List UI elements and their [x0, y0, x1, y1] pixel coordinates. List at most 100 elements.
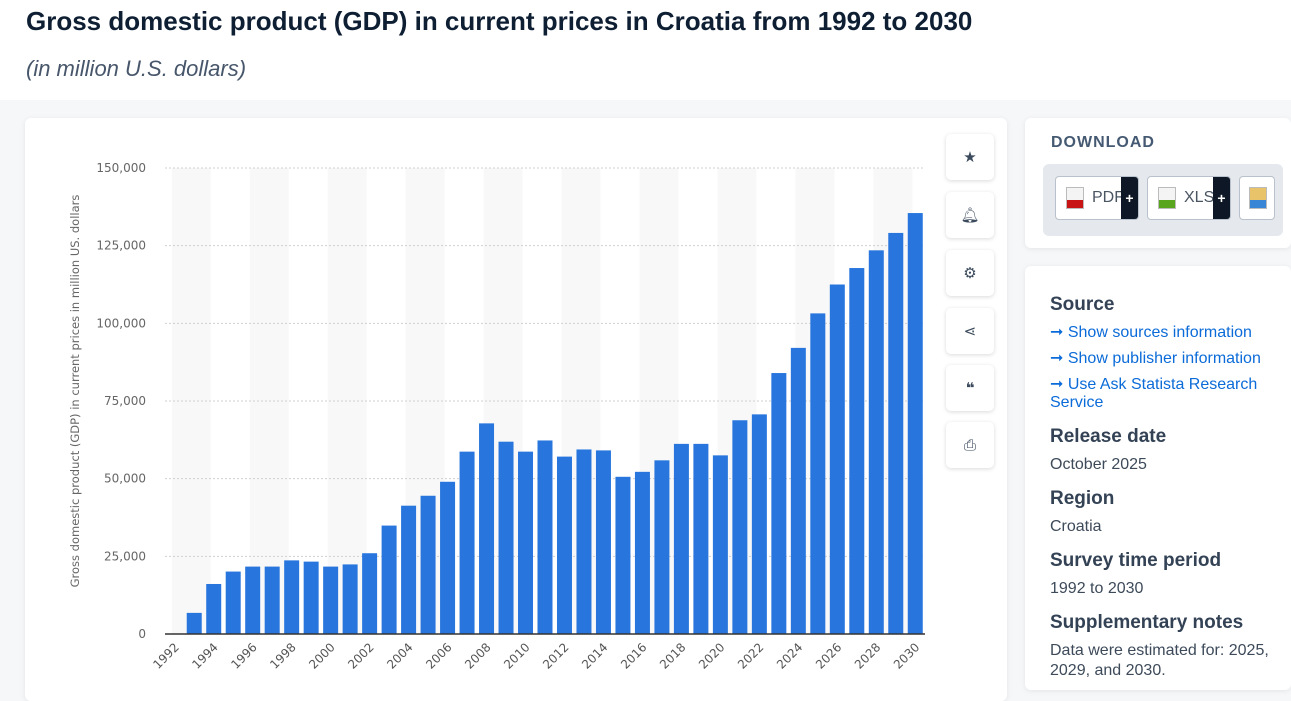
bar-2018 [673, 443, 689, 634]
bar-1993 [186, 612, 202, 634]
bar-1999 [303, 561, 319, 634]
bar-2009 [498, 441, 514, 634]
ask-statista-link-text[interactable]: Use Ask Statista Research Service [1050, 376, 1258, 411]
show-sources-link-text[interactable]: Show sources information [1067, 324, 1252, 341]
source-label: Source [1050, 294, 1115, 315]
bell-icon: 🔔︎ [960, 207, 980, 224]
release-date-value: October 2025 [1050, 456, 1147, 473]
pdf-file-icon [1066, 187, 1084, 209]
bar-chart: 0 25,000 50,000 75,000 100,000 125,000 150,000… [68, 161, 925, 672]
bar-2014 [595, 450, 611, 634]
quote-icon: ❝ [965, 380, 975, 397]
notes-line-1: Data were estimated for: 2025, [1050, 642, 1269, 659]
bar-2010 [518, 451, 534, 634]
show-publisher-link-text[interactable]: Show publisher information [1067, 350, 1261, 367]
bar-1994 [206, 583, 222, 634]
y-tick-label: 100,000 [96, 316, 146, 330]
download-xls-button[interactable]: XLS + [1147, 176, 1231, 220]
bar-2027 [849, 268, 865, 634]
bar-2025 [810, 313, 826, 634]
ask-statista-link[interactable]: ➞ Use Ask Statista Research Service [1050, 376, 1258, 411]
plus-icon: + [1121, 177, 1138, 219]
page-subtitle: (in million U.S. dollars) [26, 56, 247, 81]
x-tick-label: 1994 [189, 640, 220, 671]
region-value: Croatia [1050, 518, 1102, 535]
x-tick-label: 2012 [540, 640, 571, 671]
bar-2011 [537, 440, 553, 634]
x-tick-label: 2014 [579, 640, 610, 671]
download-pdf-button[interactable]: PDF + [1055, 176, 1139, 220]
x-tick-label: 2006 [423, 640, 454, 671]
y-axis-title: Gross domestic product (GDP) in current … [68, 195, 82, 588]
notes-line-2: 2029, and 2030. [1050, 662, 1166, 679]
notification-button[interactable]: 🔔︎ [946, 192, 994, 238]
bar-2019 [693, 443, 709, 634]
y-tick-label: 25,000 [104, 549, 146, 563]
share-button[interactable]: ⋖ [946, 308, 994, 354]
notes-label: Supplementary notes [1050, 612, 1244, 633]
x-tick-label: 1998 [267, 640, 298, 671]
bar-2021 [732, 420, 748, 634]
bar-2008 [479, 423, 495, 634]
plus-icon: + [1213, 177, 1230, 219]
region-label: Region [1050, 488, 1115, 509]
x-tick-label: 2024 [774, 640, 805, 671]
x-tick-label: 2028 [852, 640, 883, 671]
info-panel: Source ➞ Show sources information ➞ Show… [1025, 266, 1291, 690]
survey-period-value: 1992 to 2030 [1050, 580, 1144, 597]
bar-2028 [868, 250, 884, 634]
x-tick-label: 2018 [657, 640, 688, 671]
bar-2004 [401, 505, 417, 634]
download-panel: DOWNLOAD PDF + XLS + [1025, 118, 1291, 248]
x-tick-label: 2026 [813, 640, 844, 671]
bar-2029 [888, 232, 904, 635]
xls-label: XLS [1184, 189, 1215, 206]
page-title: Gross domestic product (GDP) in current … [26, 6, 973, 36]
bar-2002 [362, 553, 378, 634]
y-tick-label: 0 [138, 627, 146, 641]
favorite-button[interactable]: ★ [946, 134, 994, 180]
bar-2005 [420, 495, 436, 634]
download-buttons: PDF + XLS + [1043, 164, 1283, 236]
show-publisher-link[interactable]: ➞ Show publisher information [1050, 350, 1261, 367]
bar-1995 [225, 571, 241, 634]
download-heading: DOWNLOAD [1051, 134, 1155, 151]
print-button[interactable]: ⎙ [946, 422, 994, 468]
bar-2016 [634, 471, 650, 634]
y-tick-label: 150,000 [96, 161, 146, 175]
x-tick-label: 2000 [306, 640, 337, 671]
bar-2026 [829, 284, 845, 634]
pdf-label: PDF [1092, 189, 1124, 206]
survey-period-label: Survey time period [1050, 550, 1222, 571]
y-tick-label: 125,000 [96, 239, 146, 253]
x-tick-label: 2022 [735, 640, 766, 671]
settings-button[interactable]: ⚙ [946, 250, 994, 296]
bar-2013 [576, 449, 592, 634]
x-tick-label: 2002 [345, 640, 376, 671]
x-tick-label: 2004 [384, 640, 415, 671]
bar-1996 [245, 566, 261, 634]
bar-2000 [323, 566, 339, 634]
bar-2023 [771, 373, 787, 634]
x-tick-label: 1996 [228, 640, 259, 671]
y-tick-label: 50,000 [104, 472, 146, 486]
share-icon: ⋖ [963, 323, 977, 340]
bar-2017 [654, 460, 670, 634]
show-sources-link[interactable]: ➞ Show sources information [1050, 324, 1252, 341]
x-tick-label: 2030 [891, 640, 922, 671]
xls-file-icon [1158, 187, 1176, 209]
bar-2007 [459, 451, 475, 634]
cite-button[interactable]: ❝ [946, 365, 994, 411]
x-tick-label: 2016 [618, 640, 649, 671]
bar-2022 [751, 414, 767, 634]
bar-2015 [615, 476, 631, 634]
x-tick-label: 1992 [150, 640, 181, 671]
release-date-label: Release date [1050, 426, 1167, 447]
bar-1997 [264, 566, 280, 634]
bar-2012 [556, 456, 572, 634]
image-file-icon [1249, 187, 1267, 209]
bar-1998 [284, 560, 300, 634]
bar-2024 [790, 347, 806, 634]
download-image-button[interactable] [1239, 176, 1275, 220]
print-icon: ⎙ [963, 436, 976, 454]
